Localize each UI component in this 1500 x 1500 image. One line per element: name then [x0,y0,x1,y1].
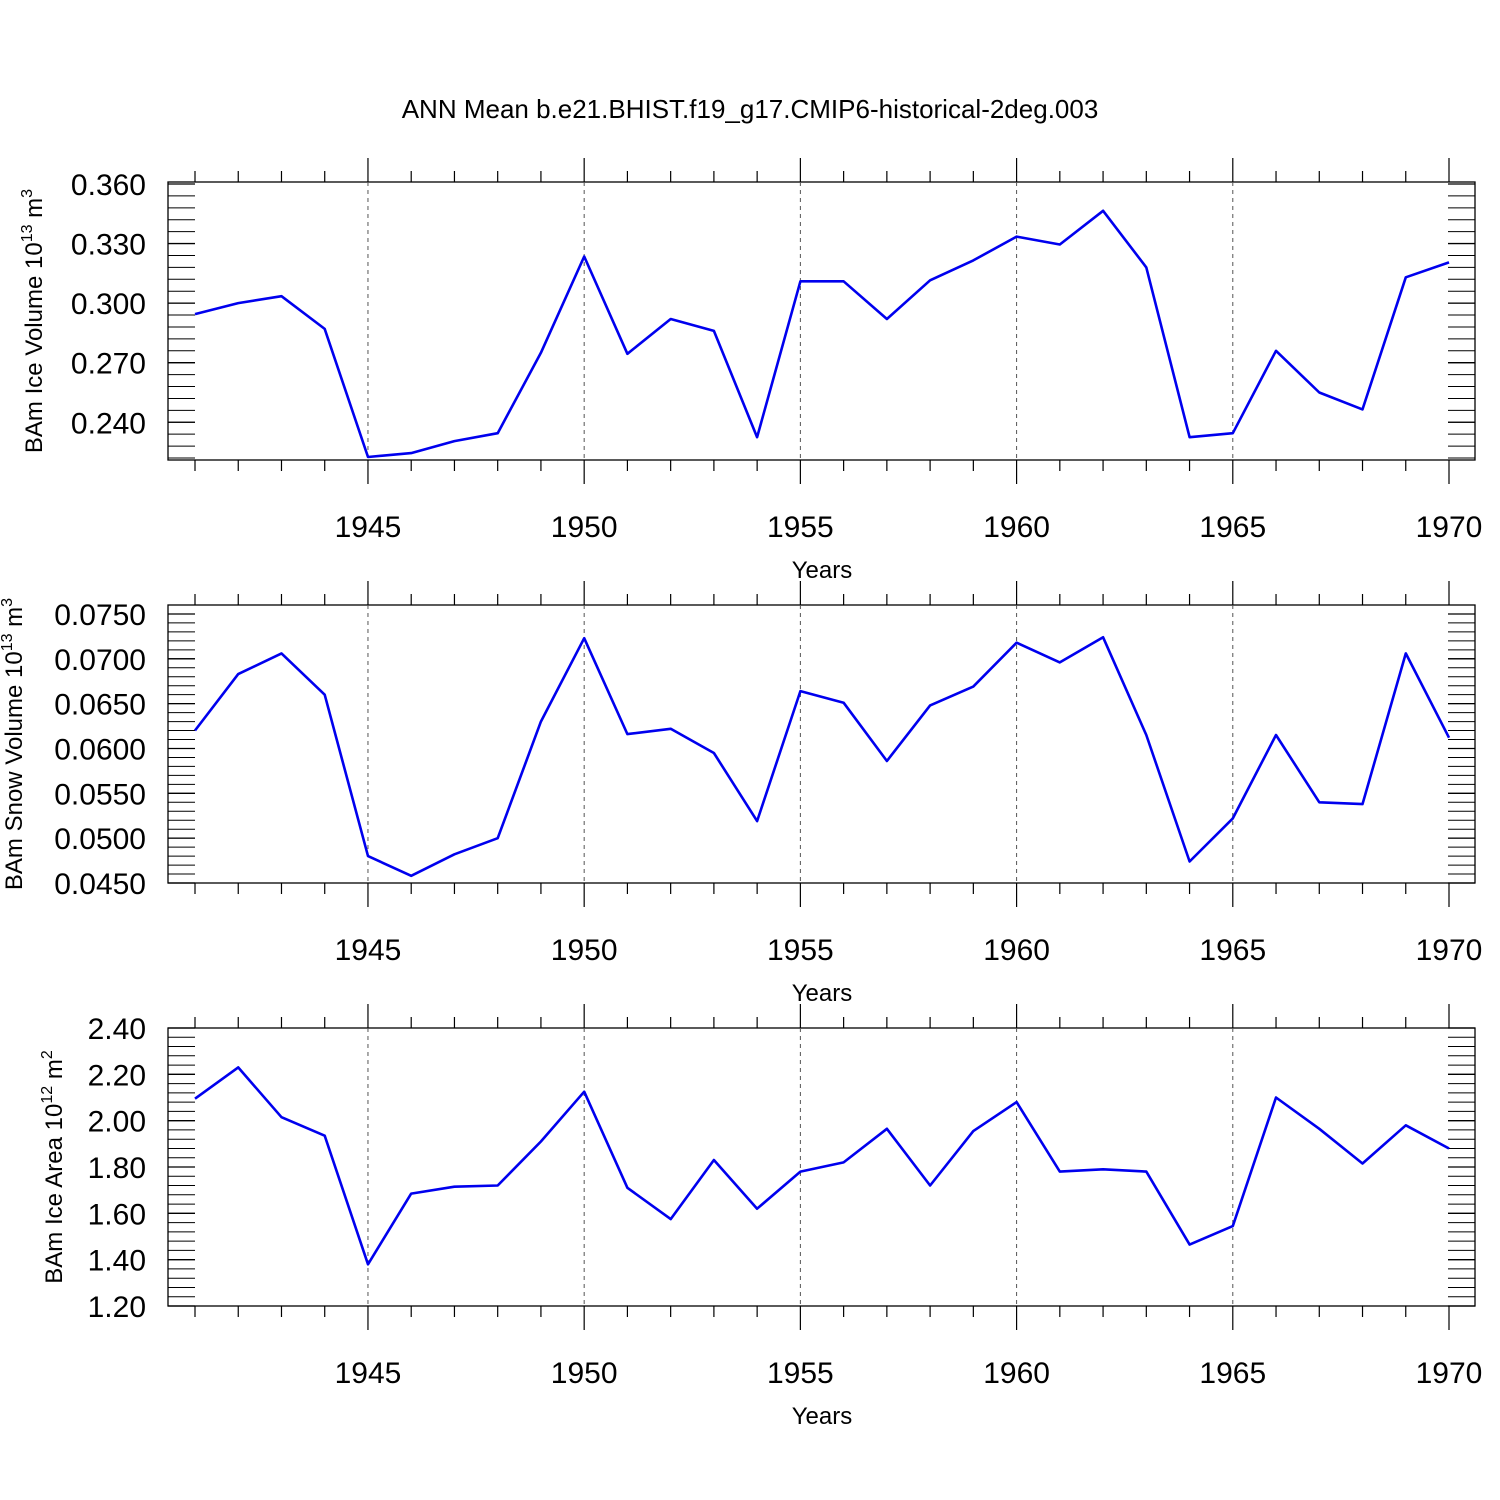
y-tick-label: 1.20 [88,1291,146,1324]
x-axis-title: Years [792,1403,853,1430]
x-tick-label: 1950 [551,1357,618,1390]
x-tick-label: 1970 [1416,511,1483,544]
y-tick-label: 0.0750 [54,599,146,632]
y-tick-label: 0.0700 [54,644,146,677]
x-tick-label: 1955 [767,511,834,544]
y-axis-title-main: BAm Snow Volume 10 [1,651,28,890]
y-axis-title-unit: m [41,1059,68,1086]
x-tick-label: 1965 [1199,1357,1266,1390]
y-tick-label: 0.270 [71,348,146,381]
x-tick-label: 1965 [1199,511,1266,544]
y-axis-title-exp: 13 [0,633,16,651]
x-axis-title: Years [792,557,853,584]
x-tick-label: 1945 [335,511,402,544]
y-axis-title-exp: 12 [39,1086,56,1104]
y-tick-label: 1.80 [88,1152,146,1185]
plot-frame [167,604,1476,884]
y-axis-title-main: BAm Ice Area 10 [41,1104,68,1284]
series-line [194,1066,1450,1266]
y-axis-title: BAm Ice Area 1012 m2 [39,1050,68,1284]
y-axis-title: BAm Ice Volume 1013 m3 [19,189,48,453]
x-tick-label: 1960 [983,934,1050,967]
y-tick-label: 0.360 [71,169,146,202]
x-tick-label: 1955 [767,1357,834,1390]
series-line [193,635,1451,878]
y-tick-label: 1.40 [88,1245,146,1278]
y-tick-label: 1.60 [88,1198,146,1231]
y-tick-label: 2.20 [88,1059,146,1092]
x-tick-label: 1950 [551,934,618,967]
y-axis-title-unit: m [1,607,28,634]
x-tick-label: 1960 [983,1357,1050,1390]
y-tick-label: 0.0450 [54,868,146,901]
y-tick-label: 0.0650 [54,689,146,722]
y-tick-label: 0.0600 [54,733,146,766]
x-tick-label: 1950 [551,511,618,544]
y-axis-title-unit-exp: 3 [0,598,16,607]
y-axis-title-exp: 13 [19,224,36,242]
x-axis-title: Years [792,980,853,1007]
series-line [194,209,1450,459]
panel-3: 1945 1950 1955 1960 1965 1970 1.20 1.40 1.60 1.80… [39,1004,1482,1430]
y-tick-label: 0.300 [71,288,146,321]
y-tick-label: 0.0550 [54,778,146,811]
x-tick-label: 1960 [983,511,1050,544]
y-tick-label: 2.00 [88,1106,146,1139]
figure-title: ANN Mean b.e21.BHIST.f19_g17.CMIP6-histo… [402,94,1099,124]
x-tick-label: 1965 [1199,934,1266,967]
panel-1: 1945 1950 1955 1960 1965 1970 0.240 0.270 0.300 0… [19,158,1482,584]
x-tick-label: 1945 [335,934,402,967]
y-axis-title-unit-exp: 3 [19,189,36,198]
y-tick-label: 0.0500 [54,823,146,856]
y-tick-label: 2.40 [88,1013,146,1046]
x-tick-label: 1945 [335,1357,402,1390]
y-axis-title-main: BAm Ice Volume 10 [21,242,48,453]
x-tick-label: 1970 [1416,934,1483,967]
x-tick-label: 1970 [1416,1357,1483,1390]
y-tick-label: 0.240 [71,407,146,440]
x-tick-label: 1955 [767,934,834,967]
y-axis-title-unit: m [21,198,48,225]
y-axis-title: BAm Snow Volume 1013 m3 [0,598,28,890]
y-tick-label: 0.330 [71,229,146,262]
y-axis-title-unit-exp: 2 [39,1050,56,1059]
plot-frame [167,181,1476,461]
panel-2: 1945 1950 1955 1960 1965 1970 0.0450 0.0500 0.05… [0,581,1482,1007]
